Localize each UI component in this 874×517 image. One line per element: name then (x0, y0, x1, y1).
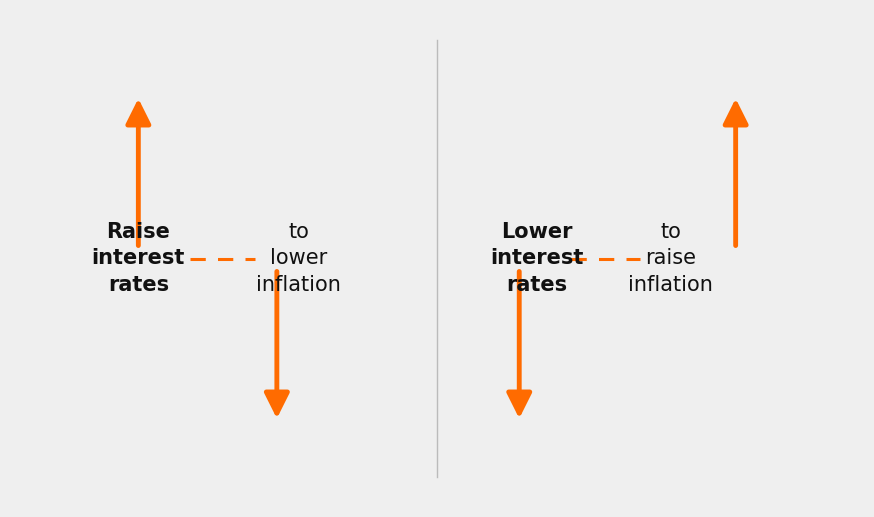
Text: Raise
interest
rates: Raise interest rates (92, 222, 185, 295)
Text: to
lower
inflation: to lower inflation (256, 222, 341, 295)
Text: Lower
interest
rates: Lower interest rates (489, 222, 583, 295)
Text: to
raise
inflation: to raise inflation (628, 222, 713, 295)
